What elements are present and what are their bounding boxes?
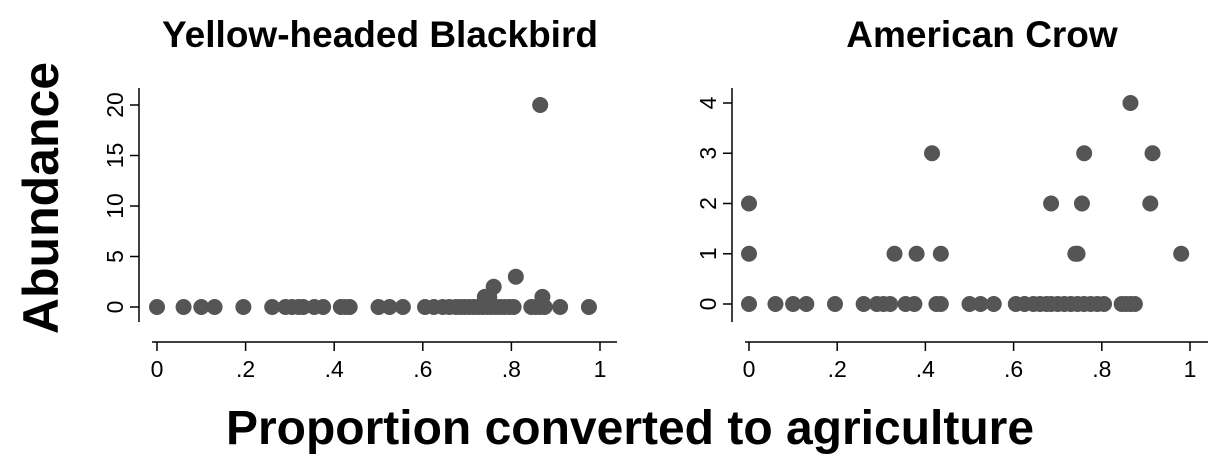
data-point xyxy=(767,296,784,312)
data-point xyxy=(580,299,597,315)
data-point xyxy=(1144,145,1161,162)
x-tick-label: .6 xyxy=(1004,356,1023,382)
x-tick-label: .8 xyxy=(1092,356,1111,382)
x-tick-label: .6 xyxy=(413,356,432,382)
data-point xyxy=(882,296,899,312)
data-point xyxy=(961,296,978,312)
data-point xyxy=(381,299,398,315)
data-point xyxy=(798,296,815,312)
y-tick-label: 1 xyxy=(695,247,721,260)
data-point xyxy=(507,268,524,285)
data-point xyxy=(1142,195,1159,212)
data-point xyxy=(741,195,757,212)
data-point xyxy=(886,245,903,262)
data-point xyxy=(1122,95,1139,111)
data-point xyxy=(394,299,411,315)
data-point xyxy=(193,299,210,315)
x-tick-label: .2 xyxy=(236,356,255,382)
data-point xyxy=(932,245,949,262)
data-point xyxy=(1073,195,1090,212)
x-axis-label: Proportion converted to agriculture xyxy=(226,402,1034,455)
data-point xyxy=(741,296,757,312)
x-tick-label: 0 xyxy=(743,356,756,382)
data-point xyxy=(1096,296,1113,312)
panel-title-left: Yellow-headed Blackbird xyxy=(162,14,598,55)
y-tick-label: 0 xyxy=(695,298,721,311)
data-point xyxy=(534,288,551,305)
data-point xyxy=(370,299,387,315)
data-point xyxy=(315,299,332,315)
y-tick-label: 3 xyxy=(695,147,721,160)
data-point xyxy=(264,299,281,315)
data-point xyxy=(785,296,802,312)
data-point xyxy=(341,299,358,315)
data-point xyxy=(972,296,989,312)
y-axis-label: Abundance xyxy=(13,62,69,334)
x-tick-label: .4 xyxy=(325,356,344,382)
data-point xyxy=(206,299,223,315)
y-tick-label: 4 xyxy=(695,96,721,109)
y-tick-label: 0 xyxy=(102,301,128,314)
data-point xyxy=(149,299,165,315)
data-point xyxy=(826,296,843,312)
panel-title-right: American Crow xyxy=(846,14,1118,55)
data-point xyxy=(235,299,252,315)
y-tick-label: 10 xyxy=(102,193,128,219)
data-point xyxy=(741,245,757,262)
data-point xyxy=(906,296,923,312)
data-point xyxy=(485,278,502,295)
data-point xyxy=(932,296,949,312)
chart-panel-right: 0 1 2 3 4 0 .2 .4 .6 .8 1 xyxy=(695,88,1208,382)
y-tick-label: 5 xyxy=(102,250,128,263)
x-tick-label: 0 xyxy=(151,356,164,382)
data-point xyxy=(985,296,1002,312)
x-tick-label: .4 xyxy=(916,356,935,382)
data-point xyxy=(1076,145,1093,162)
data-point xyxy=(908,245,925,262)
x-tick-label: 1 xyxy=(1184,356,1197,382)
y-tick-label: 15 xyxy=(102,143,128,169)
data-point xyxy=(505,299,522,315)
data-point xyxy=(175,299,192,315)
data-point xyxy=(1069,245,1086,262)
data-point xyxy=(855,296,872,312)
data-point xyxy=(532,97,549,113)
data-point xyxy=(924,145,941,162)
x-tick-label: .2 xyxy=(828,356,847,382)
data-point xyxy=(552,299,569,315)
y-tick-label: 2 xyxy=(695,197,721,210)
chart-panel-left: 0 5 10 15 20 0 .2 .4 .6 .8 1 xyxy=(102,88,617,382)
data-point xyxy=(1173,245,1190,262)
x-tick-label: 1 xyxy=(594,356,607,382)
data-point xyxy=(295,299,312,315)
data-point xyxy=(1126,296,1143,312)
data-point xyxy=(1043,195,1060,212)
x-tick-label: .8 xyxy=(502,356,521,382)
y-tick-label: 20 xyxy=(102,92,128,118)
